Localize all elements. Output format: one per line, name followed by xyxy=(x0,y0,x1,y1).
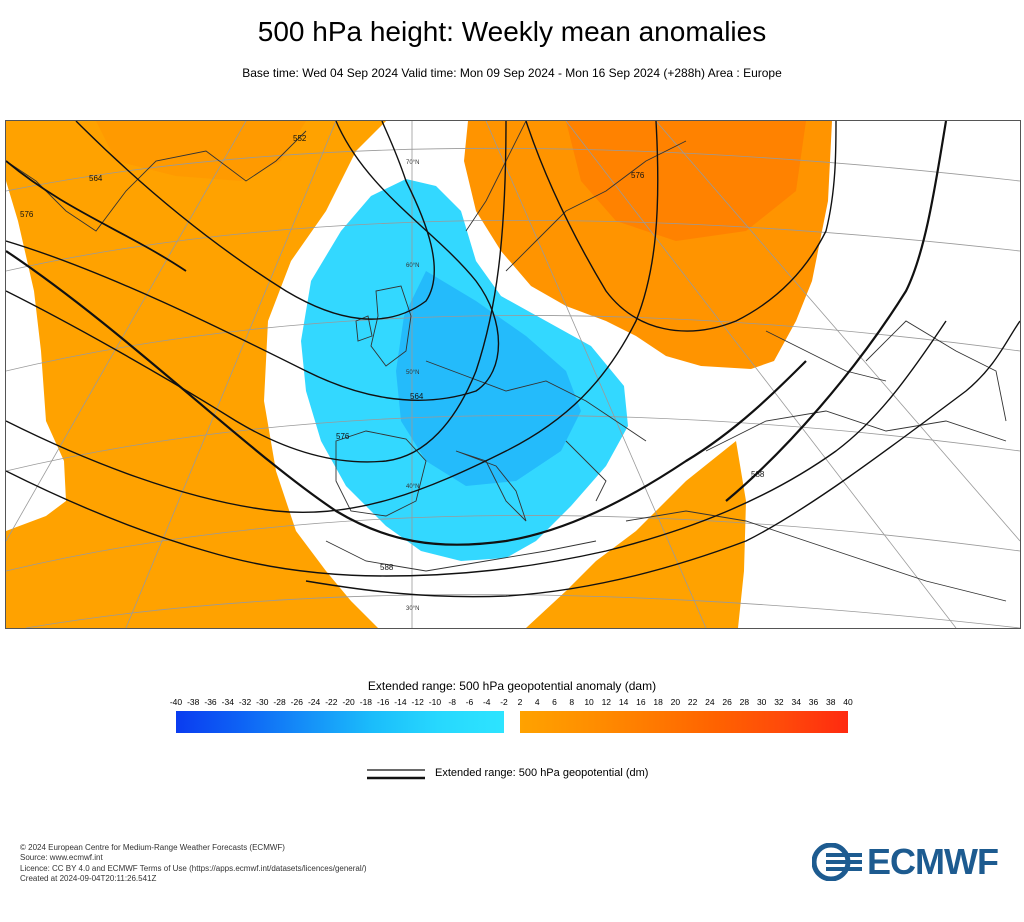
colorbar-tick-label: -36 xyxy=(204,697,217,707)
chart-subtitle: Base time: Wed 04 Sep 2024 Valid time: M… xyxy=(242,66,782,80)
colorbar-tick-label: -2 xyxy=(500,697,508,707)
colorbar-negative xyxy=(176,711,504,733)
geopotential-contours xyxy=(6,121,1020,598)
colorbar-tick-label: -12 xyxy=(411,697,424,707)
colorbar-tick-label: -32 xyxy=(238,697,252,707)
contour-label: 552 xyxy=(293,134,307,143)
colorbar-tick-label: -38 xyxy=(187,697,200,707)
contour-labels: 552 564 564 576 576 576 588 588 xyxy=(20,134,765,572)
colorbar-tick-label: -24 xyxy=(307,697,321,707)
footer-copyright: © 2024 European Centre for Medium-Range … xyxy=(20,843,285,852)
lat-label: 60°N xyxy=(406,263,419,269)
colorbar-tick-label: 36 xyxy=(808,697,819,707)
colorbar-tick-label: 26 xyxy=(722,697,732,707)
ecmwf-logo-text: ECMWF xyxy=(867,841,999,882)
footer-created: Created at 2024-09-04T20:11:26.541Z xyxy=(20,873,157,883)
ecmwf-logo-icon xyxy=(811,842,862,882)
colorbar-tick-label: -10 xyxy=(428,697,442,707)
colorbar-tick-label: -20 xyxy=(342,697,355,707)
colorbar-tick-label: 28 xyxy=(739,697,750,707)
colorbar-positive xyxy=(520,711,848,733)
contour-label: 588 xyxy=(751,470,765,479)
colorbar-tick-label: -4 xyxy=(482,697,491,707)
ecmwf-logo: ECMWF xyxy=(811,841,1012,883)
colorbar-tick-label: 38 xyxy=(826,697,836,707)
colorbar-tick-label: 2 xyxy=(517,697,523,707)
colorbar-tick-label: 6 xyxy=(552,697,557,707)
footer-licence: Licence: CC BY 4.0 and ECMWF Terms of Us… xyxy=(20,863,367,873)
colorbar-tick-label: 20 xyxy=(670,697,681,707)
colorbar-tick-label: 18 xyxy=(653,697,663,707)
colorbar-tick-label: 40 xyxy=(843,697,853,707)
anomaly-legend-title: Extended range: 500 hPa geopotential ano… xyxy=(367,679,657,693)
contour-label: 564 xyxy=(89,174,103,183)
contour-legend-label: Extended range: 500 hPa geopotential (dm… xyxy=(435,767,649,779)
footer-source: Source: www.ecmwf.int xyxy=(20,853,103,863)
colorbar-tick-label: 4 xyxy=(534,697,540,707)
colorbar-tick-label: -18 xyxy=(359,697,373,707)
latitude-labels: 70°N 60°N 50°N 40°N 30°N xyxy=(406,160,419,612)
colorbar-tick-label: 8 xyxy=(569,697,575,707)
colorbar-tick-label: -14 xyxy=(394,697,407,707)
lat-label: 30°N xyxy=(406,606,419,612)
colorbar-tick-label: -28 xyxy=(273,697,286,707)
colorbar-tick-label: -6 xyxy=(465,697,474,707)
colorbar-tick-label: 14 xyxy=(618,697,629,707)
lat-label: 70°N xyxy=(406,160,419,166)
colorbar-tick-label: 30 xyxy=(756,697,767,707)
colorbar-tick-label: -40 xyxy=(169,697,183,707)
contour-label: 576 xyxy=(631,171,645,180)
colorbar-tick-label: -8 xyxy=(448,697,456,707)
colorbar-ticks: -40 -38 -36 -34 -32 -30 -28 -26 -24 -22 -20 -18 -16-… xyxy=(170,697,854,709)
contour-label: 564 xyxy=(410,392,424,401)
colorbar-tick-label: 22 xyxy=(687,697,698,707)
contour-label: 576 xyxy=(20,210,34,219)
colorbar-tick-label: -16 xyxy=(377,697,390,707)
colorbar-tick-label: -26 xyxy=(290,697,303,707)
map-canvas: 552 564 564 576 576 576 588 588 70°N 60°… xyxy=(6,121,1020,628)
contour-legend: Extended range: 500 hPa geopotential (dm… xyxy=(365,767,665,783)
colorbar-tick-label: -22 xyxy=(325,697,338,707)
lat-label: 40°N xyxy=(406,484,419,490)
chart-title: 500 hPa height: Weekly mean anomalies xyxy=(257,16,767,47)
colorbar-tick-label: 10 xyxy=(584,697,594,707)
lat-label: 50°N xyxy=(406,370,419,376)
colorbar-tick-label: 32 xyxy=(774,697,784,707)
colorbar-tick-label: 34 xyxy=(791,697,801,707)
colorbar-tick-label: 12 xyxy=(601,697,612,707)
positive-anomaly-west-core xyxy=(96,121,306,181)
coastlines xyxy=(6,121,1007,602)
contour-label: 588 xyxy=(380,563,394,572)
anomaly-map: 552 564 564 576 576 576 588 588 70°N 60°… xyxy=(5,120,1021,629)
contour-label: 576 xyxy=(336,432,350,441)
colorbar-tick-label: -34 xyxy=(221,697,234,707)
positive-anomaly-west xyxy=(6,121,386,628)
positive-anomaly-southeast xyxy=(526,441,746,628)
contour-line-sample xyxy=(367,769,425,780)
colorbar-tick-label: -30 xyxy=(256,697,269,707)
colorbar-tick-label: 24 xyxy=(705,697,715,707)
graticule xyxy=(6,121,1020,628)
colorbar-tick-label: 16 xyxy=(636,697,646,707)
footer: © 2024 European Centre for Medium-Range … xyxy=(20,843,367,884)
